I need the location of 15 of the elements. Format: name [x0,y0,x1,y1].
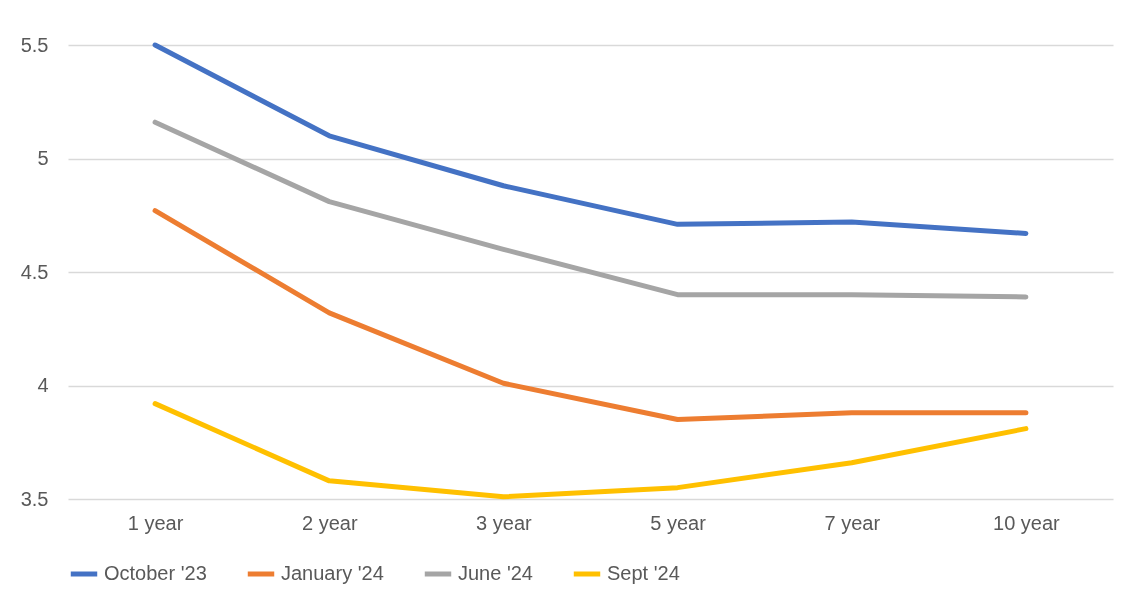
y-tick-label: 5 [37,147,49,169]
y-tick-label: 4.5 [20,260,49,283]
x-tick-label: 3 year [476,511,533,534]
x-tick-label: 5 year [650,511,707,534]
legend-label: June '24 [458,562,533,584]
x-tick-label: 10 year [993,511,1061,534]
y-tick-label: 5.5 [20,33,49,56]
x-tick-label: 2 year [301,511,358,534]
y-tick-label: 3.5 [20,487,49,510]
x-tick-label: 7 year [824,511,881,534]
legend-label: Sept '24 [607,562,680,584]
y-tick-label: 4 [37,374,49,396]
legend-label: January '24 [281,562,384,584]
x-tick-label: 1 year [127,511,184,534]
legend-label: October '23 [104,562,207,584]
